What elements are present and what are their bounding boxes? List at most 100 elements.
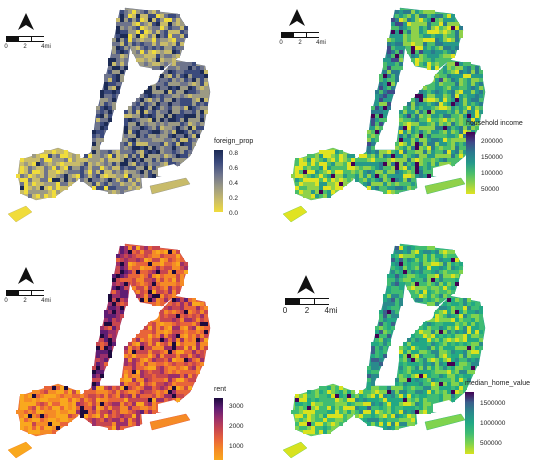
tract-cell (52, 162, 56, 166)
tract-cell (399, 62, 403, 66)
tract-cell (395, 270, 399, 274)
tract-cell (172, 286, 176, 290)
tract-cell (323, 390, 327, 394)
tract-cell (172, 22, 176, 26)
tract-cell (172, 310, 176, 314)
tract-cell (339, 158, 343, 162)
tract-cell (84, 394, 88, 398)
tract-cell (415, 378, 419, 382)
tract-cell (367, 158, 371, 162)
tract-cell (108, 118, 112, 122)
tract-cell (204, 110, 208, 114)
tract-cell (439, 254, 443, 258)
tract-cell (104, 326, 108, 330)
tract-cell (160, 86, 164, 90)
tract-cell (32, 394, 36, 398)
tract-cell (471, 362, 475, 366)
tract-cell (140, 382, 144, 386)
tract-cell (52, 426, 56, 430)
tract-cell (323, 178, 327, 182)
tract-cell (156, 282, 160, 286)
tract-cell (391, 418, 395, 422)
tract-cell (399, 134, 403, 138)
tract-cell (411, 98, 415, 102)
tract-cell (379, 158, 383, 162)
tract-cell (471, 330, 475, 334)
tract-cell (192, 334, 196, 338)
tract-cell (84, 178, 88, 182)
tract-cell (88, 402, 92, 406)
tract-cell (108, 318, 112, 322)
tract-cell (128, 422, 132, 426)
tract-cell (144, 58, 148, 62)
tract-cell (415, 278, 419, 282)
tract-cell (60, 414, 64, 418)
tract-cell (431, 270, 435, 274)
tract-cell (299, 414, 303, 418)
tract-cell (188, 70, 192, 74)
tract-cell (379, 106, 383, 110)
tract-cell (144, 358, 148, 362)
tract-cell (403, 174, 407, 178)
tract-cell (112, 406, 116, 410)
tract-cell (180, 134, 184, 138)
tract-cell (443, 310, 447, 314)
tract-cell (355, 406, 359, 410)
tract-cell (192, 346, 196, 350)
tract-cell (148, 58, 152, 62)
tract-cell (128, 30, 132, 34)
tract-cell (136, 58, 140, 62)
tract-cell (44, 182, 48, 186)
tract-cell (144, 398, 148, 402)
tract-cell (84, 154, 88, 158)
tract-cell (447, 334, 451, 338)
tract-cell (24, 406, 28, 410)
tract-cell (64, 398, 68, 402)
tract-cell (168, 286, 172, 290)
tract-cell (164, 118, 168, 122)
tract-cell (92, 178, 96, 182)
tract-cell (423, 14, 427, 18)
tract-cell (176, 94, 180, 98)
tract-cell (112, 98, 116, 102)
tract-cell (136, 286, 140, 290)
tract-cell (152, 34, 156, 38)
tract-cell (391, 294, 395, 298)
tract-cell (347, 414, 351, 418)
tract-cell (463, 122, 467, 126)
tract-cell (32, 414, 36, 418)
tract-cell (144, 130, 148, 134)
tract-cell (140, 278, 144, 282)
tract-cell (160, 118, 164, 122)
tract-cell (100, 118, 104, 122)
tract-cell (44, 406, 48, 410)
tract-cell (164, 110, 168, 114)
tract-cell (72, 174, 76, 178)
tract-cell (96, 370, 100, 374)
tract-cell (28, 178, 32, 182)
tract-cell (451, 142, 455, 146)
tract-cell (395, 26, 399, 30)
tract-cell (116, 18, 120, 22)
tract-cell (188, 138, 192, 142)
tract-cell (311, 418, 315, 422)
tract-cell (439, 258, 443, 262)
tract-cell (36, 422, 40, 426)
tract-cell (100, 334, 104, 338)
tract-cell (291, 410, 295, 414)
scale-bar: 0 2 4mi (283, 298, 337, 315)
tract-cell (463, 146, 467, 150)
tract-cell (427, 262, 431, 266)
tract-cell (136, 402, 140, 406)
tract-cell (447, 358, 451, 362)
tract-cell (463, 338, 467, 342)
tract-cell (295, 190, 299, 194)
tract-cell (339, 390, 343, 394)
tract-cell (383, 402, 387, 406)
tract-cell (144, 38, 148, 42)
tract-cell (431, 114, 435, 118)
tract-cell (156, 302, 160, 306)
tract-cell (188, 310, 192, 314)
tract-cell (435, 398, 439, 402)
tract-cell (371, 342, 375, 346)
